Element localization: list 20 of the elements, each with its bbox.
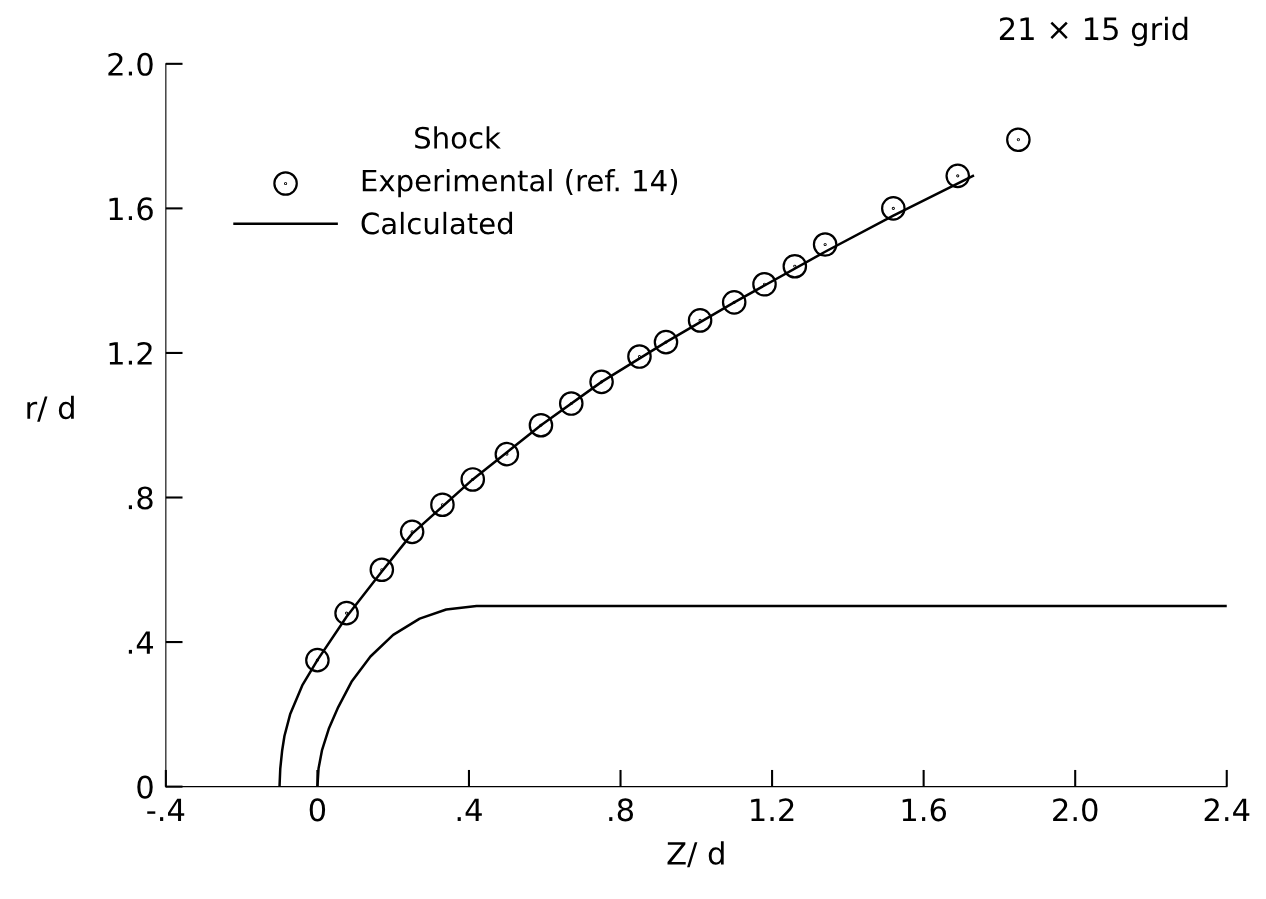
text: 21 × 15 grid xyxy=(999,16,1188,47)
x-tick-label: 0 xyxy=(309,798,326,822)
y-tick-label: 0 xyxy=(137,775,153,799)
x-axis-title: Z/ d xyxy=(667,841,724,868)
legend-label: Calculated xyxy=(361,211,513,235)
y-tick-label: 1.2 xyxy=(109,341,152,365)
y-tick-label: 2.0 xyxy=(108,52,153,76)
x-tick-label: 2.4 xyxy=(1204,798,1250,821)
legend-label: Experimental (ref. 14) xyxy=(362,169,678,198)
y-tick-label: .4 xyxy=(128,631,154,654)
y-axis-title: r/ d xyxy=(27,395,74,422)
legend-title: Shock xyxy=(415,126,501,149)
x-tick-label: .8 xyxy=(609,798,634,822)
x-tick-label: .4 xyxy=(457,798,482,821)
x-tick-label: 1.2 xyxy=(751,798,794,821)
y-tick-label: 1.6 xyxy=(109,197,153,221)
x-tick-label: 2.0 xyxy=(1053,798,1098,822)
y-tick-label: .8 xyxy=(128,486,153,510)
x-tick-label: -.4 xyxy=(147,798,185,821)
x-tick-label: 1.6 xyxy=(902,798,947,822)
